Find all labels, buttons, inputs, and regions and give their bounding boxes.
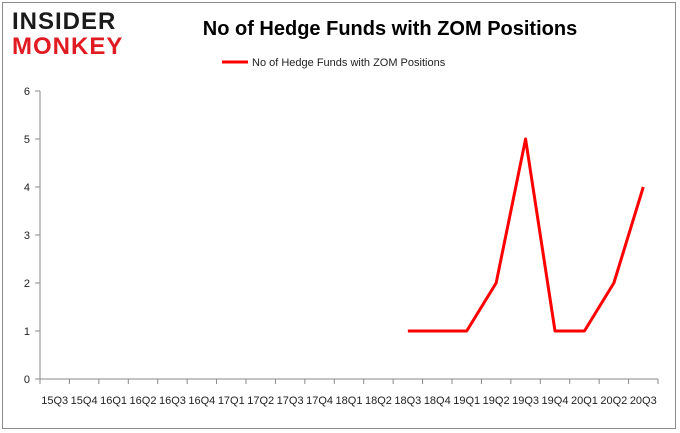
x-tick-label: 16Q4 bbox=[188, 395, 215, 407]
x-tick-label: 18Q2 bbox=[365, 395, 392, 407]
series-layer bbox=[407, 137, 645, 333]
x-tick-label: 18Q3 bbox=[394, 395, 421, 407]
x-tick-label: 15Q3 bbox=[41, 395, 68, 407]
x-tick-label: 17Q4 bbox=[306, 395, 333, 407]
x-tick-label: 17Q1 bbox=[218, 395, 245, 407]
y-tick-label: 1 bbox=[24, 326, 30, 338]
x-tick-label: 18Q4 bbox=[424, 395, 451, 407]
logo-text-monkey: MONKEY bbox=[12, 33, 124, 60]
insider-monkey-logo: INSIDER MONKEY bbox=[12, 10, 130, 59]
y-axis-ticks: 0 1 2 3 4 5 6 bbox=[24, 86, 40, 386]
x-tick-label: 16Q1 bbox=[100, 395, 127, 407]
axes bbox=[39, 91, 658, 380]
x-tick-label: 19Q2 bbox=[483, 395, 510, 407]
x-tick-label: 19Q1 bbox=[453, 395, 480, 407]
legend: No of Hedge Funds with ZOM Positions bbox=[222, 57, 446, 69]
y-tick-label: 5 bbox=[24, 134, 30, 146]
x-tick-label: 19Q3 bbox=[512, 395, 539, 407]
x-tick-label: 19Q4 bbox=[542, 395, 569, 407]
logo-text-insider: INSIDER bbox=[12, 8, 117, 35]
x-tick-label: 16Q3 bbox=[159, 395, 186, 407]
y-tick-label: 0 bbox=[24, 374, 30, 386]
x-tick-label: 20Q3 bbox=[630, 395, 657, 407]
x-axis-ticks: 15Q3 15Q4 16Q1 16Q2 16Q3 16Q4 17Q1 17Q2 17Q3 17Q4… bbox=[39, 379, 659, 407]
y-tick-label: 4 bbox=[24, 182, 30, 194]
series-line bbox=[407, 137, 645, 333]
y-tick-label: 2 bbox=[24, 278, 30, 290]
x-tick-label: 15Q4 bbox=[71, 395, 98, 407]
y-tick-label: 6 bbox=[24, 86, 30, 98]
x-tick-label: 20Q2 bbox=[600, 395, 627, 407]
chart-frame bbox=[2, 2, 676, 429]
x-tick-label: 17Q3 bbox=[277, 395, 304, 407]
legend-label: No of Hedge Funds with ZOM Positions bbox=[252, 57, 446, 69]
x-tick-label: 17Q2 bbox=[247, 395, 274, 407]
x-tick-label: 20Q1 bbox=[571, 395, 598, 407]
y-tick-label: 3 bbox=[24, 230, 30, 242]
x-tick-label: 18Q1 bbox=[336, 395, 363, 407]
chart-title: No of Hedge Funds with ZOM Positions bbox=[202, 18, 578, 40]
x-tick-label: 16Q2 bbox=[130, 395, 157, 407]
